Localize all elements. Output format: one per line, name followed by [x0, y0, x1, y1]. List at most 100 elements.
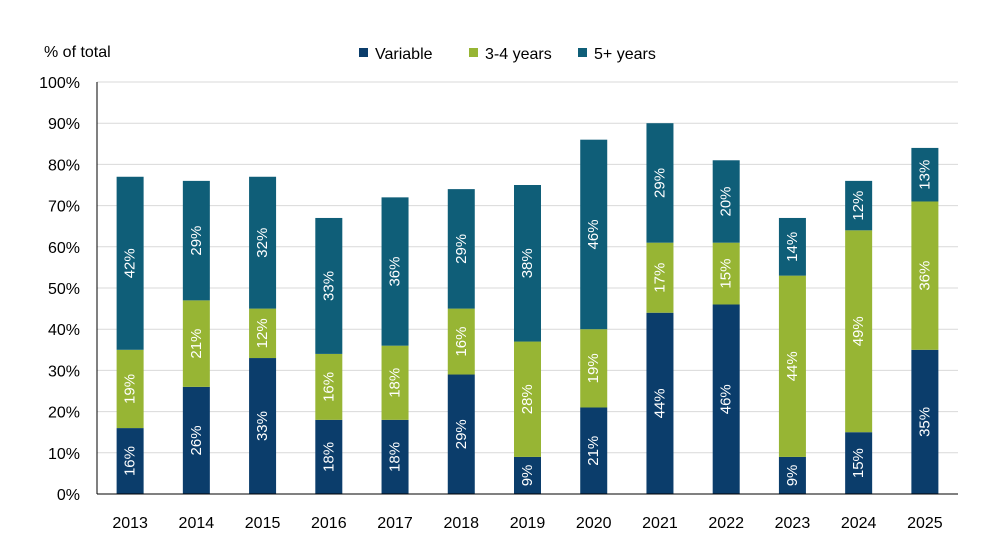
data-label: 33% [254, 411, 271, 441]
x-tick-label: 2016 [311, 515, 347, 532]
bar-segment-variable-2019 [514, 456, 541, 494]
data-label: 46% [718, 384, 735, 414]
data-label: 19% [585, 353, 602, 383]
bar-segment-3-4-years-2013 [116, 349, 144, 429]
bar-segment-variable-2024 [845, 432, 873, 494]
bar-segment-variable-2014 [182, 386, 210, 494]
bar-segment-3-4-years-2021 [646, 242, 674, 313]
bar-segment-3-4-years-2018 [447, 308, 475, 375]
bar-segment-5-years-2016 [315, 217, 343, 354]
bar-segment-3-4-years-2023 [778, 275, 806, 457]
bar-segment-3-4-years-2022 [712, 242, 740, 305]
bar-segment-3-4-years-2016 [315, 353, 343, 420]
data-label: 29% [453, 419, 470, 449]
legend-swatch [578, 48, 587, 57]
y-tick-label: 70% [48, 199, 80, 216]
data-label: 9% [519, 465, 536, 487]
bar-segment-3-4-years-2019 [514, 341, 541, 457]
data-label: 49% [850, 316, 867, 346]
bar-segment-5-years-2022 [712, 160, 740, 243]
data-label: 18% [387, 368, 404, 398]
bar-segment-5-years-2018 [447, 189, 475, 309]
legend-label: 5+ years [594, 46, 656, 63]
bar-segment-3-4-years-2015 [249, 308, 277, 359]
data-label: 16% [122, 446, 139, 476]
data-label: 16% [320, 372, 337, 402]
legend-swatch [359, 48, 368, 57]
data-label: 17% [651, 263, 668, 293]
bar-segment-variable-2025 [911, 349, 939, 494]
bar-segment-5-years-2013 [116, 176, 144, 350]
data-label: 38% [519, 248, 536, 278]
data-label: 21% [585, 436, 602, 466]
data-label: 33% [320, 271, 337, 301]
data-label: 28% [519, 384, 536, 414]
bar-segment-3-4-years-2025 [911, 201, 939, 350]
x-tick-label: 2017 [377, 515, 413, 532]
y-axis-title: % of total [44, 44, 111, 61]
bar-segment-5-years-2014 [182, 180, 210, 301]
y-tick-label: 30% [48, 363, 80, 380]
data-label: 36% [916, 261, 933, 291]
data-label: 12% [254, 318, 271, 348]
x-tick-label: 2020 [576, 515, 612, 532]
y-tick-label: 40% [48, 322, 80, 339]
bar-segment-variable-2023 [778, 456, 806, 494]
x-tick-label: 2025 [907, 515, 943, 532]
data-label: 18% [320, 442, 337, 472]
legend-label: 3-4 years [485, 46, 552, 63]
data-label: 16% [453, 327, 470, 357]
x-tick-labels: 2013 2014 2015 2016 2017 2018 2019 2020 2021 2022… [112, 515, 942, 532]
bar-segment-variable-2018 [447, 374, 475, 494]
legend-label: Variable [375, 46, 433, 63]
data-label: 12% [850, 191, 867, 221]
bar-segment-variable-2015 [249, 358, 277, 494]
y-tick-labels: 0% 10% 20% 30% 40% 50% 60% 70% 80% 90% 100% [39, 75, 80, 504]
data-label: 44% [784, 351, 801, 381]
x-tick-label: 2023 [775, 515, 811, 532]
bar-segment-variable-2021 [646, 312, 674, 494]
data-label: 46% [585, 219, 602, 249]
bar-segment-3-4-years-2014 [182, 300, 210, 387]
bar-segment-5-years-2023 [778, 217, 806, 276]
x-tick-label: 2022 [708, 515, 744, 532]
bar-segment-variable-2016 [315, 419, 343, 494]
bar-segment-variable-2020 [580, 407, 608, 494]
bar-segment-5-years-2015 [249, 176, 277, 309]
bar-segment-5-years-2017 [381, 197, 409, 346]
bar-segment-5-years-2021 [646, 123, 674, 243]
x-tick-label: 2019 [510, 515, 546, 532]
data-label: 9% [784, 465, 801, 487]
y-tick-label: 100% [39, 75, 80, 92]
y-tick-label: 10% [48, 446, 80, 463]
x-tick-label: 2018 [443, 515, 479, 532]
data-label: 20% [718, 186, 735, 216]
x-tick-label: 2015 [245, 515, 281, 532]
data-label: 18% [387, 442, 404, 472]
bars [116, 123, 939, 494]
data-label: 29% [188, 226, 205, 256]
bar-segment-5-years-2019 [514, 185, 541, 342]
data-label: 26% [188, 425, 205, 455]
data-label: 21% [188, 329, 205, 359]
y-tick-label: 60% [48, 240, 80, 257]
data-label: 44% [651, 388, 668, 418]
data-label: 13% [916, 160, 933, 190]
data-label: 15% [850, 448, 867, 478]
y-tick-label: 90% [48, 116, 80, 133]
bar-segment-5-years-2025 [911, 147, 939, 202]
x-tick-label: 2014 [179, 515, 215, 532]
data-label: 32% [254, 228, 271, 258]
data-label: 29% [453, 234, 470, 264]
axes [96, 82, 958, 495]
data-label: 36% [387, 257, 404, 287]
data-label: 29% [651, 168, 668, 198]
data-label: 42% [122, 248, 139, 278]
x-tick-label: 2024 [841, 515, 877, 532]
y-tick-label: 50% [48, 281, 80, 298]
legend: Variable 3-4 years 5+ years [359, 46, 656, 63]
bar-segment-variable-2017 [381, 419, 409, 494]
bar-segment-5-years-2024 [845, 180, 873, 231]
